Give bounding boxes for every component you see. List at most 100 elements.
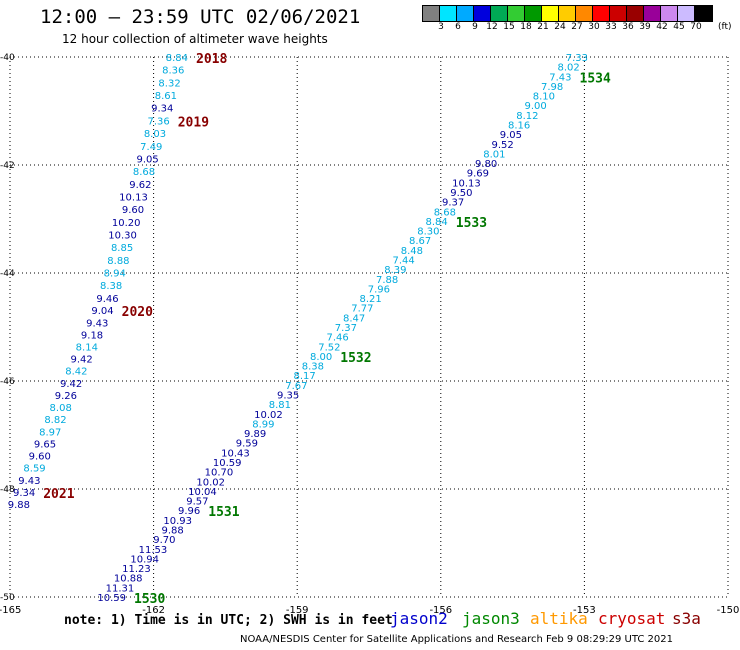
wave-height-label: 7.46 bbox=[327, 333, 349, 344]
wave-height-label: 8.59 bbox=[23, 464, 45, 475]
wave-height-label: 8.10 bbox=[533, 92, 555, 103]
wave-height-label: 11.53 bbox=[139, 545, 168, 556]
lon-tick-label: -153 bbox=[573, 605, 596, 616]
legend-label: 18 bbox=[520, 22, 532, 32]
wave-height-label: 9.59 bbox=[236, 439, 258, 450]
wave-height-label: 10.59 bbox=[213, 458, 242, 469]
wave-height-label: 8.68 bbox=[133, 167, 155, 178]
satellite-legend-altika: altika bbox=[530, 609, 588, 628]
satellite-legend-jason2: jason2 bbox=[390, 609, 448, 628]
wave-height-label: 8.39 bbox=[384, 265, 406, 276]
wave-height-label: 11.23 bbox=[122, 564, 151, 575]
legend-swatch bbox=[593, 6, 610, 21]
wave-height-label: 8.01 bbox=[483, 149, 505, 160]
wave-height-label: 9.50 bbox=[450, 188, 472, 199]
legend-label: 9 bbox=[472, 22, 478, 32]
wave-height-label: 7.33 bbox=[566, 53, 588, 64]
wave-height-label: 8.61 bbox=[155, 91, 177, 102]
lat-tick-label: -42 bbox=[0, 161, 15, 171]
wave-height-label: 8.68 bbox=[434, 207, 456, 218]
wave-height-label: 9.89 bbox=[244, 429, 266, 440]
legend-swatch bbox=[627, 6, 644, 21]
color-scale-legend bbox=[422, 5, 713, 22]
wave-height-label: 10.02 bbox=[196, 477, 225, 488]
wave-height-label: 9.42 bbox=[70, 355, 92, 366]
wave-height-label: 10.13 bbox=[119, 192, 148, 203]
wave-height-label: 8.84 bbox=[426, 217, 448, 228]
lon-tick-label: -150 bbox=[717, 605, 740, 616]
wave-height-label: 8.21 bbox=[360, 294, 382, 305]
wave-height-label: 7.88 bbox=[376, 275, 398, 286]
wave-height-label: 8.82 bbox=[44, 415, 66, 426]
wave-height-label: 10.04 bbox=[188, 487, 217, 498]
wave-height-label: 9.62 bbox=[129, 180, 151, 191]
pass-time-label: 1534 bbox=[580, 71, 611, 86]
wave-height-label: 9.18 bbox=[81, 330, 103, 341]
legend-swatch bbox=[678, 6, 695, 21]
legend-label: 6 bbox=[455, 22, 461, 32]
legend-label: 3 bbox=[438, 22, 444, 32]
satellite-legend-jason3: jason3 bbox=[462, 609, 520, 628]
satellite-legend-s3a: s3a bbox=[672, 609, 701, 628]
units-note: note: 1) Time is in UTC; 2) SWH is in fe… bbox=[64, 613, 393, 628]
wave-height-label: 8.08 bbox=[50, 403, 72, 414]
wave-height-label: 7.96 bbox=[368, 284, 390, 295]
wave-height-label: 8.42 bbox=[65, 367, 87, 378]
lat-tick-label: -50 bbox=[0, 593, 15, 603]
wave-height-label: 11.31 bbox=[106, 583, 135, 594]
lat-tick-label: -40 bbox=[0, 53, 15, 63]
wave-height-label: 8.16 bbox=[508, 121, 530, 132]
wave-height-label: 9.43 bbox=[18, 476, 40, 487]
lon-tick-label: -156 bbox=[429, 605, 452, 616]
legend-swatch bbox=[559, 6, 576, 21]
wave-height-label: 8.81 bbox=[269, 400, 291, 411]
wave-height-label: 9.69 bbox=[467, 169, 489, 180]
wave-height-label: 8.03 bbox=[144, 129, 166, 140]
wave-height-label: 10.94 bbox=[130, 554, 159, 565]
wave-height-label: 9.43 bbox=[86, 318, 108, 329]
wave-height-label: 9.05 bbox=[137, 154, 159, 165]
lat-tick-label: -48 bbox=[0, 485, 15, 495]
wave-height-label: 9.60 bbox=[122, 205, 144, 216]
wave-height-label: 8.67 bbox=[409, 236, 431, 247]
wave-height-label: 9.80 bbox=[475, 159, 497, 170]
wave-height-label: 7.52 bbox=[318, 342, 340, 353]
legend-label: 39 bbox=[639, 22, 651, 32]
legend-swatch bbox=[457, 6, 474, 21]
wave-height-label: 10.43 bbox=[221, 448, 250, 459]
wave-height-label: 10.13 bbox=[452, 178, 481, 189]
wave-height-label: 8.12 bbox=[516, 111, 538, 122]
pass-time-label: 2021 bbox=[43, 487, 74, 502]
wave-height-label: 9.70 bbox=[153, 535, 175, 546]
legend-label: 36 bbox=[622, 22, 634, 32]
wave-height-label: 7.44 bbox=[393, 256, 415, 267]
wave-height-label: 9.46 bbox=[96, 294, 118, 305]
legend-swatch bbox=[525, 6, 542, 21]
wave-height-label: 8.84 bbox=[166, 53, 188, 64]
wave-height-label: 10.70 bbox=[205, 468, 234, 479]
wave-height-label: 9.00 bbox=[524, 101, 546, 112]
legend-swatch bbox=[440, 6, 457, 21]
lon-tick-label: -162 bbox=[142, 605, 165, 616]
pass-time-label: 2018 bbox=[196, 52, 227, 67]
lon-tick-label: -165 bbox=[0, 605, 21, 616]
legend-label: 33 bbox=[605, 22, 617, 32]
wave-height-label: 10.88 bbox=[114, 574, 143, 585]
wave-height-label: 8.30 bbox=[417, 227, 439, 238]
wave-height-label: 8.38 bbox=[302, 362, 324, 373]
wave-height-label: 9.96 bbox=[178, 506, 200, 517]
wave-height-label: 9.65 bbox=[34, 439, 56, 450]
wave-height-label: 8.99 bbox=[252, 419, 274, 430]
wave-height-label: 9.60 bbox=[29, 452, 51, 463]
wave-height-label: 7.77 bbox=[351, 304, 373, 315]
pass-time-label: 1531 bbox=[208, 505, 239, 520]
wave-height-label: 9.88 bbox=[8, 500, 30, 511]
wave-height-label: 8.88 bbox=[107, 256, 129, 267]
legend-swatch bbox=[542, 6, 559, 21]
wave-height-label: 8.00 bbox=[310, 352, 332, 363]
legend-swatch bbox=[576, 6, 593, 21]
pass-time-label: 1530 bbox=[134, 592, 165, 607]
pass-time-label: 1532 bbox=[340, 351, 371, 366]
wave-height-label: 9.04 bbox=[91, 306, 113, 317]
